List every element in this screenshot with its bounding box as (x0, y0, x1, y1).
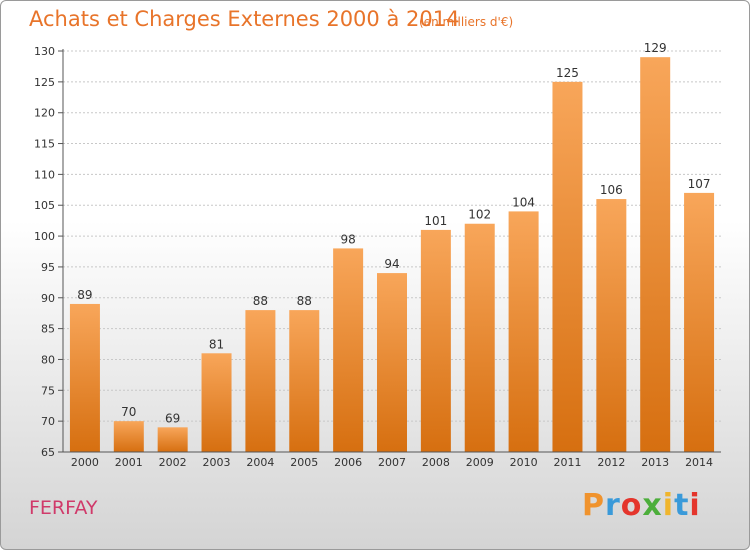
bar (157, 427, 188, 452)
data-label: 94 (384, 257, 399, 271)
place-name: FERFAY (29, 497, 98, 519)
x-tick-label: 2005 (290, 456, 318, 469)
data-label: 81 (209, 337, 224, 351)
y-tick-label: 75 (41, 384, 55, 397)
x-tick-label: 2004 (246, 456, 274, 469)
logo-letter: o (620, 488, 643, 523)
y-tick-label: 115 (34, 138, 55, 151)
labels: 2000 89 2001 70 2002 69 2003 81 2004 88 2005 88 2006… (71, 41, 713, 469)
x-tick-label: 2014 (685, 456, 713, 469)
x-tick-label: 2010 (510, 456, 538, 469)
logo-letter: P (582, 488, 605, 523)
data-label: 88 (253, 294, 268, 308)
bar (420, 229, 451, 452)
logo-letter: i (662, 488, 675, 523)
x-tick-label: 2013 (641, 456, 669, 469)
x-tick-label: 2002 (159, 456, 187, 469)
x-tick-label: 2006 (334, 456, 362, 469)
bar (69, 303, 100, 452)
data-label: 70 (121, 405, 136, 419)
bar (596, 199, 627, 452)
data-label: 98 (340, 232, 355, 246)
y-tick-label: 85 (41, 323, 55, 336)
x-tick-label: 2000 (71, 456, 99, 469)
axes: 65 70 75 80 85 90 95 100 105 110 115 120 125 130 (34, 45, 721, 459)
data-label: 104 (512, 195, 535, 209)
data-label: 89 (77, 288, 92, 302)
y-tick-label: 125 (34, 76, 55, 89)
y-tick-label: 105 (34, 199, 55, 212)
bar (684, 192, 715, 452)
x-tick-label: 2008 (422, 456, 450, 469)
bar (377, 273, 407, 452)
data-label: 107 (688, 177, 711, 191)
bar (640, 57, 671, 453)
logo-letter: x (642, 488, 663, 523)
bars (69, 57, 715, 453)
y-tick-label: 70 (41, 415, 55, 428)
data-label: 101 (424, 214, 447, 228)
bar (289, 310, 320, 452)
x-tick-label: 2012 (597, 456, 625, 469)
y-tick-label: 80 (41, 353, 55, 366)
chart-title: Achats et Charges Externes 2000 à 2014 (29, 7, 460, 31)
y-tick-label: 120 (34, 107, 55, 120)
y-tick-label: 100 (34, 230, 55, 243)
x-tick-label: 2001 (115, 456, 143, 469)
y-tick-label: 130 (34, 45, 55, 58)
data-label: 125 (556, 66, 579, 80)
bar (333, 248, 364, 452)
x-tick-label: 2007 (378, 456, 406, 469)
proxiti-logo: Proxiti (582, 488, 701, 523)
data-label: 106 (600, 183, 623, 197)
data-label: 88 (297, 294, 312, 308)
chart-unit: (en milliers d'€) (419, 15, 514, 29)
bar (201, 353, 232, 452)
bar (464, 223, 495, 452)
data-label: 102 (468, 208, 491, 222)
bar (113, 421, 144, 452)
data-label: 129 (644, 41, 667, 55)
logo-letter: i (689, 488, 701, 523)
bar (552, 81, 583, 452)
y-tick-label: 65 (41, 446, 55, 459)
logo-letter: r (605, 488, 621, 523)
x-tick-label: 2003 (203, 456, 231, 469)
x-tick-label: 2009 (466, 456, 494, 469)
bar (245, 310, 276, 452)
y-tick-label: 90 (41, 292, 55, 305)
bar (508, 211, 539, 452)
x-tick-label: 2011 (553, 456, 581, 469)
y-tick-label: 110 (34, 168, 55, 181)
y-tick-label: 95 (41, 261, 55, 274)
logo-letter: t (674, 488, 690, 523)
data-label: 69 (165, 411, 180, 425)
